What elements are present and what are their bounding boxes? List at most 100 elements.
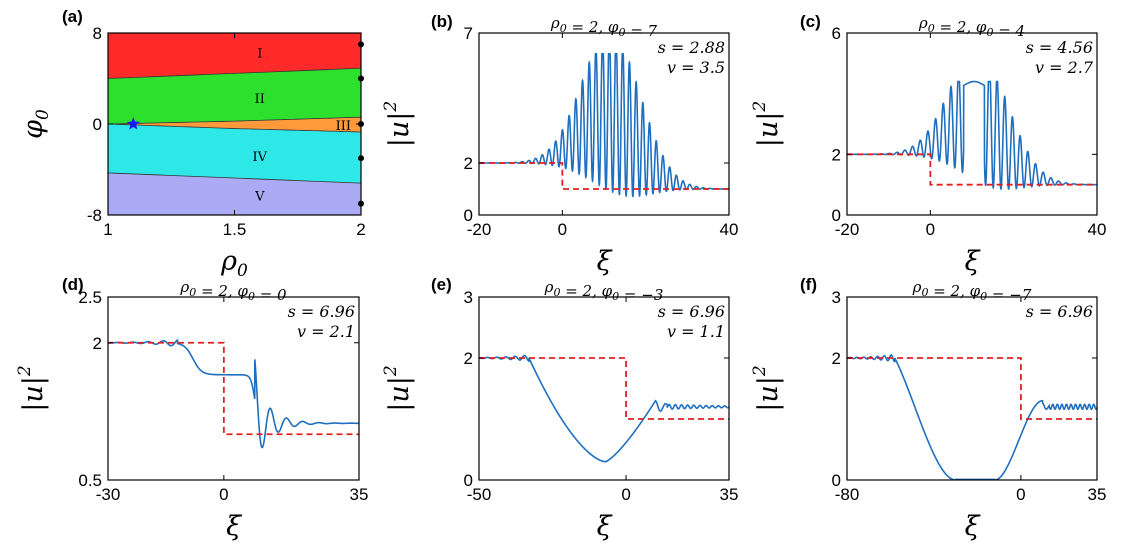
solution-curve [479, 354, 729, 463]
x-tick-label: 35 [1088, 485, 1107, 504]
region-label: V [254, 190, 265, 205]
y-tick-label: 2 [93, 334, 102, 353]
y-tick-label: 6 [832, 24, 841, 43]
y-tick-label: 0 [832, 206, 841, 225]
solution-curve [108, 338, 359, 449]
region-V [108, 172, 361, 215]
x-tick-label: 0 [621, 485, 630, 504]
panel-title: ρ0 = 2, φ0 = 7 [550, 14, 658, 40]
x-tick-label: 1.5 [223, 220, 247, 239]
x-axis-label: ξ [965, 511, 981, 542]
y-tick-label: 2 [832, 145, 841, 164]
panel-label: (b) [431, 12, 453, 31]
x-tick-label: -20 [467, 220, 492, 239]
plot-area [479, 52, 729, 198]
axes-frame [107, 32, 362, 216]
x-tick-label: 35 [720, 485, 739, 504]
y-tick-label: 2 [464, 154, 473, 173]
annotation: s = 6.96 [658, 302, 725, 321]
x-axis-label: ξ [226, 511, 242, 542]
dashed-initial-step [479, 162, 729, 190]
y-axis-label: |u|2 [381, 101, 415, 147]
x-axis-label: ξ [597, 246, 613, 277]
region-boundary [107, 67, 362, 79]
x-tick-label: 0 [219, 485, 228, 504]
y-tick-label: -8 [87, 206, 102, 225]
y-tick-label: 0 [93, 115, 102, 134]
solution-curve [847, 354, 1097, 480]
annotation: s = 6.96 [1026, 302, 1093, 321]
y-axis-label: |u|2 [750, 101, 784, 147]
panel-label: (e) [431, 275, 452, 294]
annotation: s = 2.88 [658, 38, 725, 57]
star-marker [126, 117, 140, 130]
region-label: III [336, 119, 351, 134]
panel-label: (f) [800, 275, 817, 294]
region-label: I [257, 46, 262, 61]
y-tick-label: 2 [464, 349, 473, 368]
x-tick-label: 0 [1016, 485, 1025, 504]
region-label: II [255, 92, 265, 107]
region-I [108, 33, 361, 79]
y-tick-label: 2.5 [78, 288, 102, 307]
x-tick-label: 40 [1088, 220, 1107, 239]
x-tick-label: -50 [467, 485, 492, 504]
panel-title: ρ0 = 2, φ0 = −3 [544, 278, 664, 304]
axes-frame [478, 32, 730, 216]
panel-label: (d) [62, 275, 84, 294]
y-tick-label: 0 [832, 471, 841, 490]
y-axis-label: |u|2 [15, 365, 49, 411]
region-III [108, 117, 361, 132]
y-tick-label: 2 [832, 349, 841, 368]
annotation: v = 2.7 [1035, 58, 1094, 77]
annotation: v = 2.1 [297, 322, 355, 341]
axes-frame [846, 296, 1098, 481]
x-tick-label: 0 [558, 220, 567, 239]
y-tick-label: 0 [464, 471, 473, 490]
region-boundary [107, 123, 362, 133]
plot-area [108, 338, 359, 449]
dashed-initial-step [108, 341, 359, 436]
region-boundary [107, 172, 362, 184]
panel-title: ρ0 = 2, φ0 = 0 [179, 278, 287, 304]
x-tick-label: -30 [96, 485, 121, 504]
plot-area [479, 354, 729, 463]
x-tick-label: 40 [720, 220, 739, 239]
panel-label: (c) [800, 12, 821, 31]
solution-curve [847, 80, 1097, 191]
x-axis-label: ρ0 [220, 246, 248, 281]
dashed-initial-step [847, 153, 1097, 186]
region-II [108, 68, 361, 124]
y-tick-label: 3 [832, 288, 841, 307]
x-tick-label: 35 [350, 485, 369, 504]
x-tick-label: 0 [926, 220, 935, 239]
annotation: v = 3.5 [667, 58, 725, 77]
y-tick-label: 3 [464, 288, 473, 307]
annotation: s = 4.56 [1026, 38, 1093, 57]
panel-label: (a) [62, 7, 83, 26]
y-tick-label: 0 [464, 206, 473, 225]
y-axis-label: |u|2 [381, 365, 415, 411]
dashed-initial-step [847, 357, 1097, 420]
y-tick-label: 8 [93, 24, 102, 43]
y-axis-label: φ0 [18, 109, 53, 139]
plot-area [847, 80, 1097, 191]
axes-frame [478, 296, 730, 481]
annotation: s = 6.96 [288, 302, 355, 321]
region-boundary [107, 116, 362, 125]
x-axis-label: ξ [965, 246, 981, 277]
x-tick-label: -20 [835, 220, 860, 239]
dashed-initial-step [479, 357, 729, 420]
region-label: IV [253, 150, 268, 165]
x-axis-label: ξ [597, 511, 613, 542]
axes-frame [846, 32, 1098, 216]
plot-area [847, 354, 1097, 480]
y-tick-label: 0.5 [78, 471, 102, 490]
axes-frame [107, 296, 360, 481]
